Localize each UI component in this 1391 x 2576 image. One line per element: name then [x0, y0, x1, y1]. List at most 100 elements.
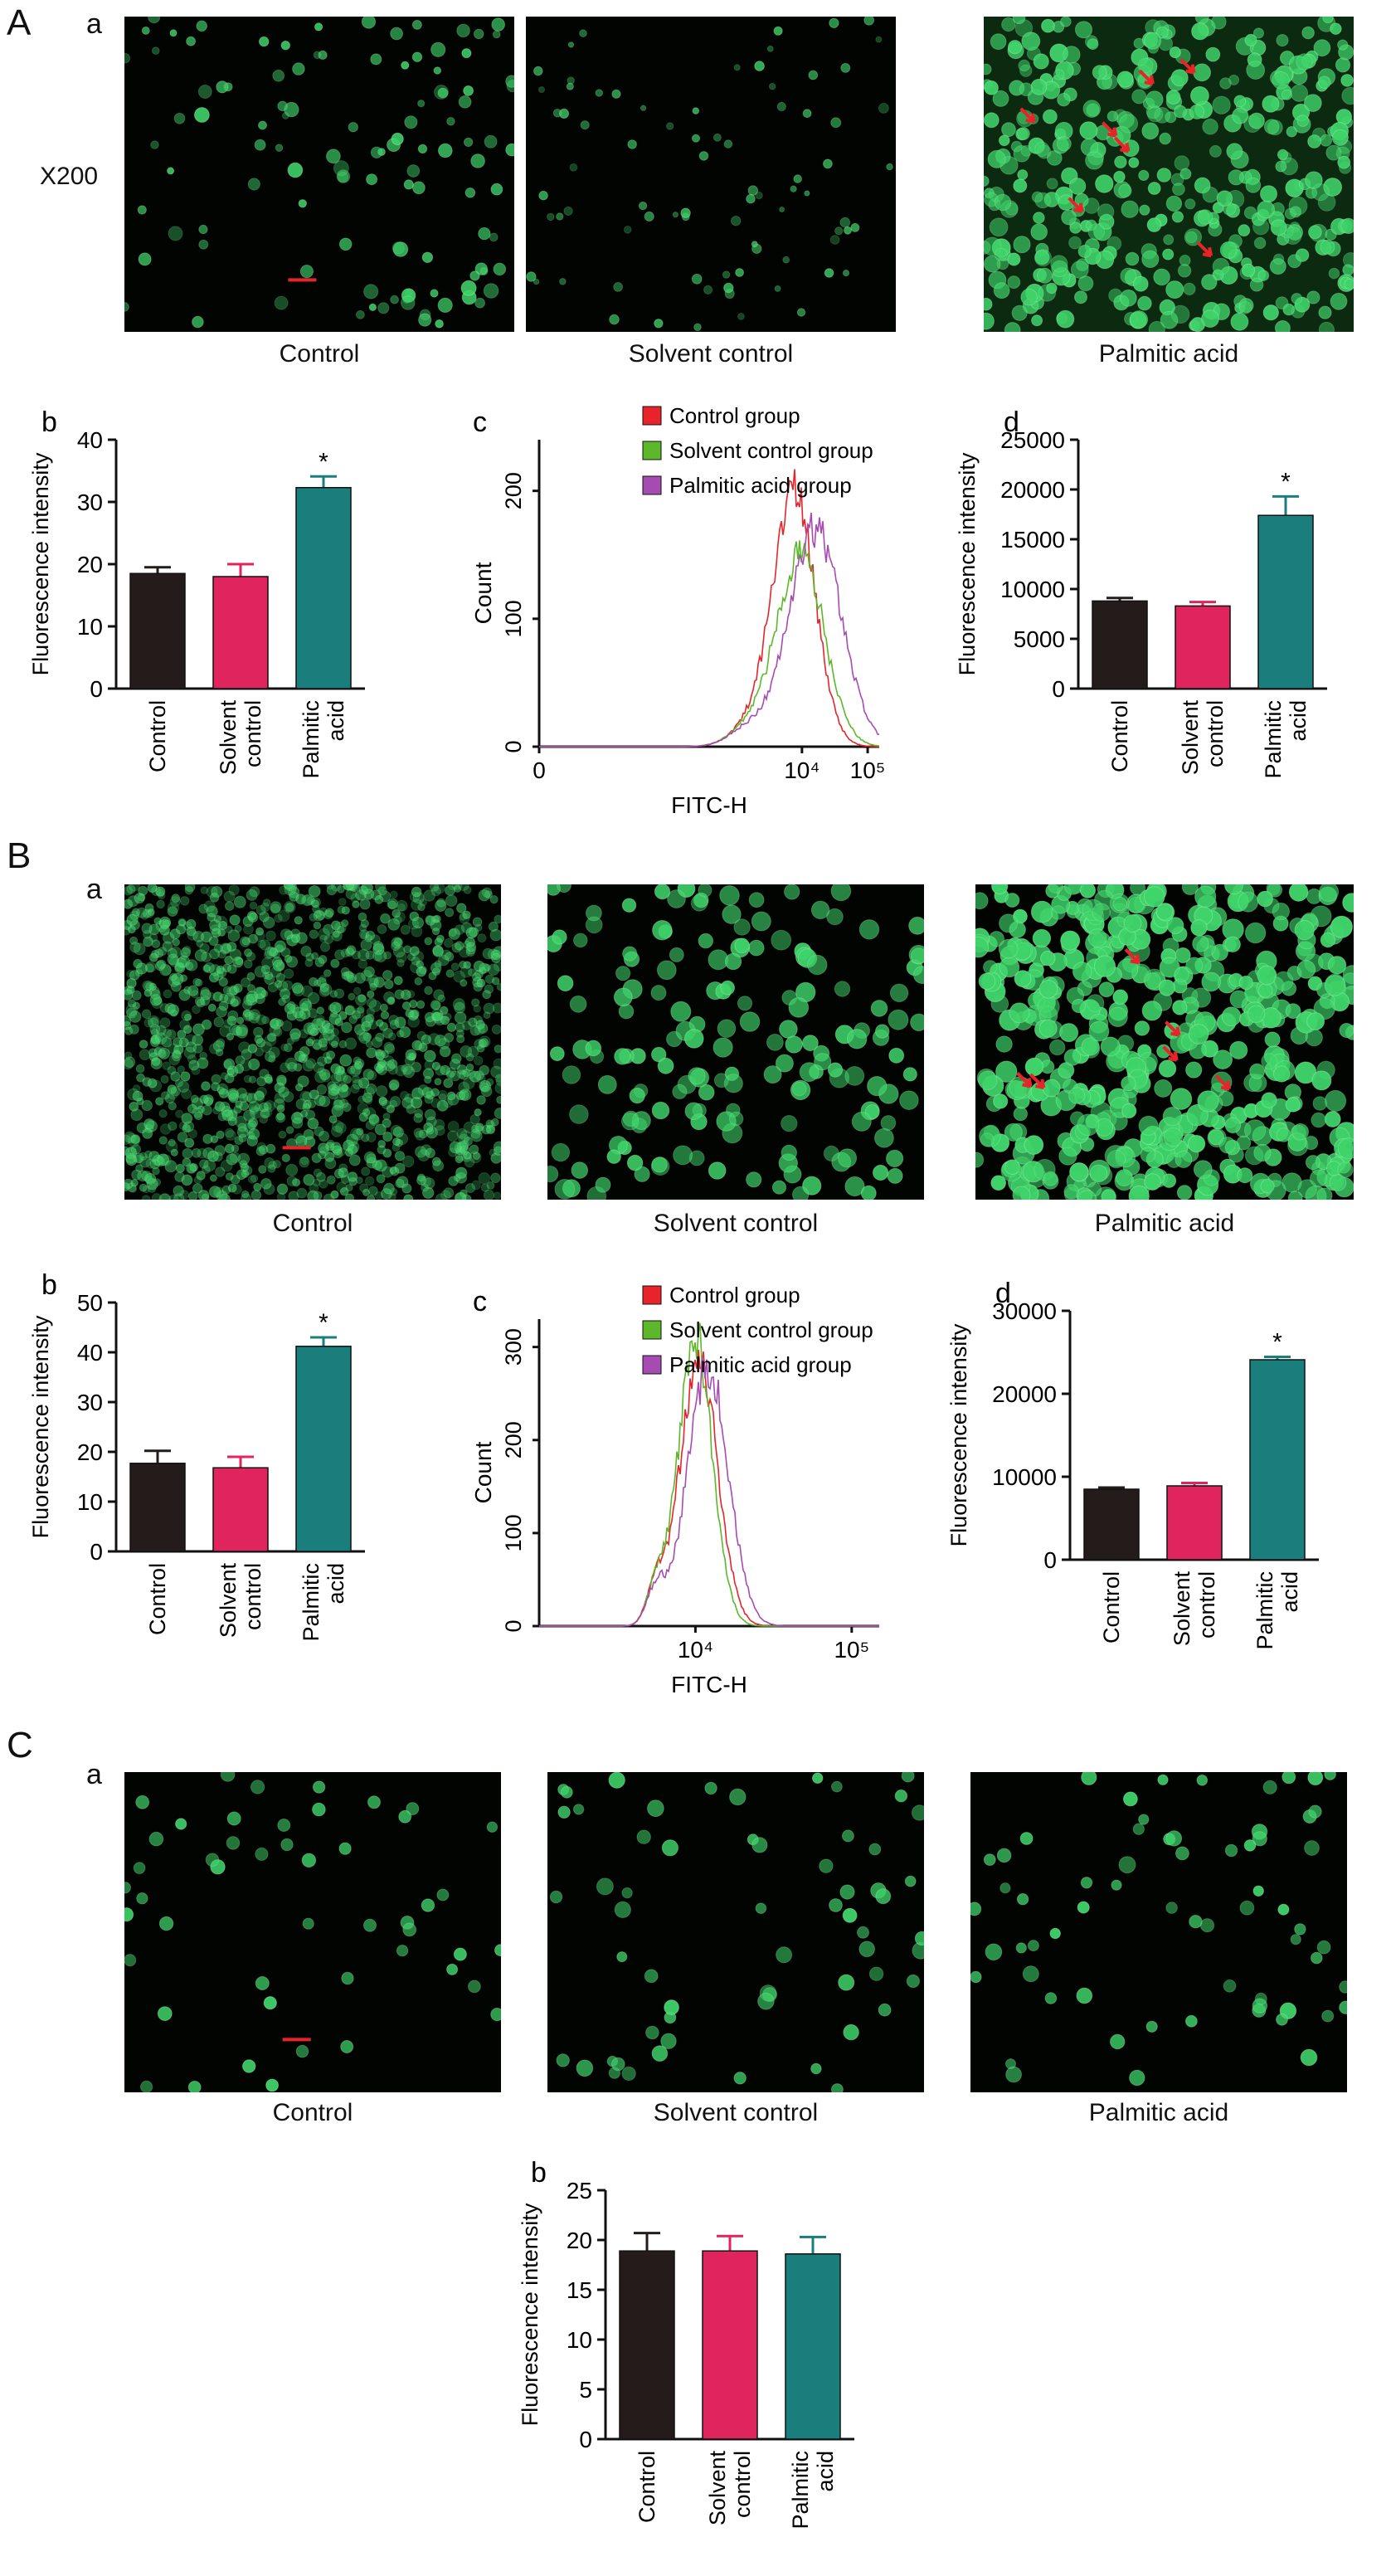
cell-cluster — [970, 1772, 1347, 2087]
x-tick-label: Palmitic — [299, 700, 323, 779]
y-tick-label: 40 — [77, 1340, 103, 1366]
x-tick-label: 10⁴ — [784, 757, 820, 783]
y-tick-label: 0 — [90, 676, 103, 702]
y-tick-label: 20 — [77, 1439, 103, 1465]
histogram-series — [539, 1356, 879, 1627]
y-tick-label: 10 — [77, 614, 103, 640]
significance-marker: * — [319, 1309, 328, 1337]
y-axis-label: Fluorescence intensity — [28, 452, 53, 675]
x-tick-label: Solvent — [1170, 1571, 1194, 1647]
x-tick-label: Palmitic — [1252, 1571, 1277, 1650]
red-arrow-icon — [1016, 1072, 1033, 1088]
significance-marker: * — [319, 448, 328, 475]
sub-letter: b — [41, 1269, 57, 1301]
y-tick-label: 20000 — [992, 1381, 1057, 1407]
legend-label: Solvent control group — [669, 1317, 873, 1342]
y-tick-label: 10 — [77, 1489, 103, 1515]
cell-cluster — [547, 884, 924, 1200]
legend-swatch — [642, 441, 662, 460]
y-axis-label: Count — [470, 562, 496, 624]
red-arrow-icon — [1113, 136, 1131, 153]
panel-letter-A: A — [7, 2, 32, 43]
y-tick-label: 200 — [501, 1421, 526, 1458]
y-tick-label: 100 — [501, 600, 526, 637]
x-tick-label: control — [1194, 1571, 1219, 1639]
bar — [1092, 600, 1148, 689]
y-axis-label: Fluorescence intensity — [946, 1323, 971, 1546]
error-bar — [800, 2235, 826, 2254]
caption-A-control: Control — [279, 340, 360, 368]
caption-A-palmitic: Palmitic acid — [1098, 340, 1239, 368]
cell-cluster — [124, 884, 501, 1200]
legend-swatch — [642, 1285, 662, 1305]
micrograph-B-control — [124, 884, 501, 1200]
x-tick-label: acid — [1286, 700, 1311, 742]
panel-letter-C: C — [7, 1725, 33, 1765]
x-tick-label: Control — [1107, 700, 1132, 772]
scale-bar — [282, 1146, 311, 1150]
magnification-label: X200 — [40, 163, 99, 190]
y-tick-label: 20 — [77, 552, 103, 577]
sub-letter: d — [1004, 407, 1019, 438]
error-bar — [717, 2234, 743, 2252]
bar — [129, 1463, 186, 1552]
x-tick-label: control — [1203, 700, 1228, 767]
y-tick-label: 100 — [501, 1514, 526, 1551]
cell-cluster — [124, 17, 514, 329]
y-tick-label: 0 — [1043, 1547, 1057, 1573]
significance-marker: * — [1272, 1329, 1282, 1356]
panel-letter-B: B — [7, 835, 32, 876]
error-bar — [634, 2232, 660, 2252]
legend-label: Palmitic acid group — [669, 1352, 852, 1377]
x-tick-label: control — [241, 1563, 265, 1630]
x-tick-label: acid — [323, 700, 348, 742]
x-axis-label: FITC-H — [671, 1672, 747, 1697]
red-arrow-icon — [1068, 197, 1084, 213]
y-axis-label: Fluorescence intensity — [518, 2203, 542, 2426]
cell-cluster — [984, 17, 1354, 332]
y-tick-label: 40 — [77, 427, 103, 453]
error-bar — [1189, 601, 1216, 606]
x-tick-label: Control — [635, 2451, 659, 2523]
x-tick-label: Palmitic — [788, 2451, 813, 2530]
caption-C-control: Control — [272, 2099, 353, 2126]
cell-cluster — [124, 1772, 501, 2092]
y-tick-label: 20 — [567, 2228, 592, 2253]
red-arrow-icon — [1165, 1020, 1181, 1037]
x-tick-label: Control — [145, 1563, 170, 1635]
y-tick-label: 0 — [90, 1539, 103, 1565]
x-tick-label: Palmitic — [299, 1563, 323, 1642]
error-bar — [1272, 494, 1299, 516]
x-tick-label: Control — [1099, 1571, 1124, 1643]
bar — [1166, 1485, 1223, 1561]
bar — [1249, 1359, 1306, 1561]
legend-label: Control group — [669, 403, 800, 428]
sub-letter: c — [473, 407, 487, 438]
x-tick-label: 10⁵ — [850, 757, 886, 783]
y-tick-label: 15000 — [1000, 527, 1065, 553]
sub-letter-A-a: a — [86, 8, 102, 40]
x-axis-label: FITC-H — [671, 792, 747, 818]
cell-cluster — [549, 1772, 924, 2092]
y-tick-label: 0 — [1052, 676, 1065, 702]
red-arrow-icon — [1101, 121, 1118, 138]
chart-A-d: d Fluorescence intensity 0 5000 10000 15000 20… — [937, 390, 1385, 838]
red-arrow-icon — [1124, 947, 1141, 965]
micrograph-A-control — [124, 17, 514, 332]
caption-C-solvent: Solvent control — [653, 2099, 819, 2126]
x-tick-label: Control — [145, 700, 170, 772]
red-arrow-icon — [1029, 1073, 1046, 1089]
error-bar — [144, 1449, 171, 1463]
chart-B-c: c Count 0 100 200 300 10⁴ 10⁵ FITC-H Control grou… — [464, 1269, 929, 1701]
legend-label: Palmitic acid group — [669, 473, 852, 498]
bar — [619, 2250, 675, 2440]
significance-marker: * — [1281, 468, 1291, 495]
y-tick-label: 5000 — [1014, 626, 1065, 652]
bar — [702, 2250, 758, 2440]
micrograph-B-solvent — [547, 884, 924, 1200]
y-tick-label: 0 — [501, 740, 526, 752]
bar — [212, 1467, 269, 1552]
y-tick-label: 300 — [501, 1328, 526, 1366]
micrograph-A-palmitic — [984, 17, 1354, 332]
y-tick-label: 10 — [567, 2327, 592, 2353]
